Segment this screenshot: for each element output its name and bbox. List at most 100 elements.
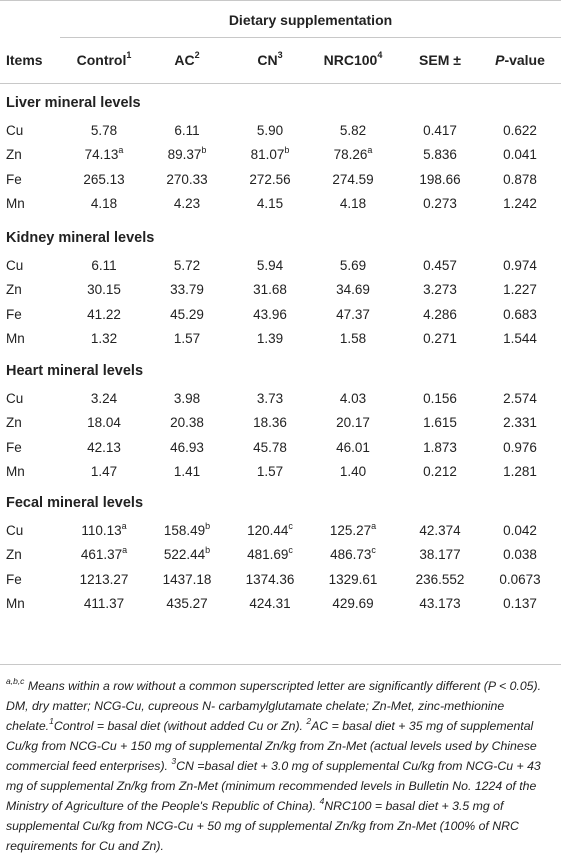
table-cell: 2.331 <box>478 415 561 431</box>
column-header-sup: 4 <box>377 50 383 61</box>
cell-value: 125.27 <box>329 523 372 538</box>
row-item: Cu <box>6 258 24 273</box>
table-cell: 45.29 <box>145 307 229 323</box>
table-cell: 481.69c <box>228 544 312 563</box>
cell-value: 0.417 <box>423 123 457 138</box>
cell-value: 0.212 <box>423 464 457 479</box>
table-cell: 1.40 <box>311 464 395 480</box>
cell-value: 5.72 <box>173 258 201 273</box>
cell-value: 270.33 <box>166 172 208 187</box>
column-header: SEM ± <box>398 52 482 68</box>
cell-value: 3.98 <box>173 391 201 406</box>
table-cell: 20.38 <box>145 415 229 431</box>
footnote-sup: 2 <box>306 715 312 726</box>
table-cell: 0.976 <box>478 440 561 456</box>
row-item: Fe <box>6 172 22 187</box>
cell-value: 1.47 <box>90 464 118 479</box>
table-cell: 5.69 <box>311 258 395 274</box>
table-cell: 0.042 <box>478 523 561 539</box>
cell-value: 41.22 <box>87 307 121 322</box>
section-title: Kidney mineral levels <box>6 230 155 246</box>
cell-value: 0.156 <box>423 391 457 406</box>
table-cell: 1374.36 <box>228 572 312 588</box>
row-item: Cu <box>6 123 24 138</box>
column-header: AC2 <box>145 51 229 68</box>
cell-value: 274.59 <box>332 172 374 187</box>
cell-value: 0.457 <box>423 258 457 273</box>
cell-value: 265.13 <box>83 172 125 187</box>
cell-value: 34.69 <box>336 282 370 297</box>
table-cell: 0.0673 <box>478 572 561 588</box>
table-cell: 110.13a <box>62 520 146 539</box>
table-cell: 120.44c <box>228 520 312 539</box>
cell-value: 6.11 <box>91 258 117 273</box>
table-cell: 1.57 <box>228 464 312 480</box>
table-cell: 47.37 <box>311 307 395 323</box>
table-cell: 1329.61 <box>311 572 395 588</box>
table-cell: 424.31 <box>228 596 312 612</box>
footnote-sup: 4 <box>319 795 325 806</box>
table-cell: 1.58 <box>311 331 395 347</box>
column-header-label: Items <box>6 52 43 68</box>
table-cell: 5.78 <box>62 123 146 139</box>
table-cell: 42.13 <box>62 440 146 456</box>
table-cell: 270.33 <box>145 172 229 188</box>
table-cell: 45.78 <box>228 440 312 456</box>
column-header-sup: 3 <box>277 50 283 61</box>
cell-value: 481.69 <box>247 547 289 562</box>
cell-value: 0.042 <box>503 523 537 538</box>
row-item: Mn <box>6 196 25 211</box>
footnote-text: CN =basal diet + 3.0 mg of supplemental … <box>6 759 541 813</box>
row-item: Cu <box>6 523 24 538</box>
cell-value: 5.90 <box>256 123 284 138</box>
group-header: Dietary supplementation <box>228 12 393 28</box>
cell-value: 3.24 <box>90 391 118 406</box>
section-title: Heart mineral levels <box>6 363 144 379</box>
cell-sup: a <box>118 144 124 155</box>
cell-sup: c <box>288 544 293 555</box>
cell-value: 4.18 <box>339 196 367 211</box>
table-cell: 0.457 <box>398 258 482 274</box>
cell-sup: c <box>371 544 376 555</box>
cell-sup: b <box>201 144 207 155</box>
cell-value: 1.41 <box>173 464 201 479</box>
table-cell: 18.36 <box>228 415 312 431</box>
footnote-sup: 3 <box>171 755 177 766</box>
cell-value: 74.13 <box>84 147 119 162</box>
row-item: Mn <box>6 464 25 479</box>
cell-value: 4.18 <box>90 196 118 211</box>
cell-value: 1.58 <box>339 331 367 346</box>
cell-value: 4.03 <box>339 391 367 406</box>
cell-value: 2.331 <box>503 415 537 430</box>
table-cell: 1.32 <box>62 331 146 347</box>
cell-value: 4.15 <box>256 196 284 211</box>
cell-value: 198.66 <box>419 172 461 187</box>
table-cell: 435.27 <box>145 596 229 612</box>
table-cell: 522.44b <box>145 545 229 563</box>
column-header: Control1 <box>62 51 146 68</box>
table-cell: 0.683 <box>478 307 561 323</box>
row-item: Fe <box>6 307 22 322</box>
cell-value: 20.38 <box>170 415 204 430</box>
table-cell: 20.17 <box>311 415 395 431</box>
cell-value: 1.39 <box>256 331 284 346</box>
cell-value: 1.615 <box>423 415 457 430</box>
row-item: Zn <box>6 547 22 562</box>
table-cell: 3.73 <box>228 391 312 407</box>
footnote-text: AC = basal diet + 35 mg of supplemental … <box>6 719 537 773</box>
cell-value: 81.07 <box>250 147 285 162</box>
cell-value: 429.69 <box>332 596 374 611</box>
table-cell: 5.836 <box>398 147 482 163</box>
table-cell: 486.73c <box>311 544 395 563</box>
cell-value: 1.57 <box>256 464 284 479</box>
table-cell: 41.22 <box>62 307 146 323</box>
cell-value: 461.37 <box>80 547 123 562</box>
cell-value: 1.57 <box>173 331 201 346</box>
cell-sup: a <box>121 520 127 531</box>
cell-sup: c <box>288 520 293 531</box>
table-cell: 81.07b <box>228 145 312 163</box>
cell-value: 18.36 <box>253 415 287 430</box>
table-footnote: a,b,c Means within a row without a commo… <box>6 676 555 856</box>
cell-value: 120.44 <box>247 523 289 538</box>
